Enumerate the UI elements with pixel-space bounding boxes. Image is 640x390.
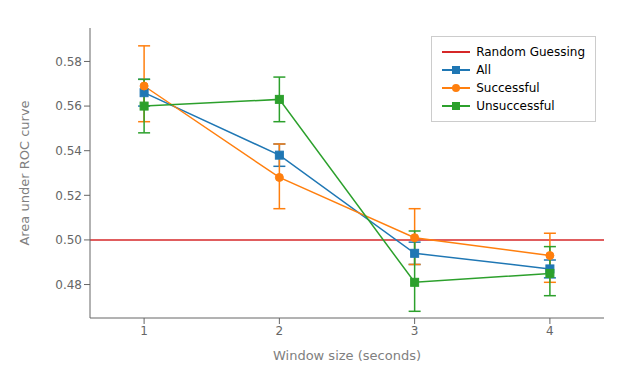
html-text:Random Guessing: Random Guessing xyxy=(476,45,585,59)
svg-text:3: 3 xyxy=(411,324,419,338)
html-text:Successful: Successful xyxy=(476,81,540,95)
svg-text:Area under ROC curve: Area under ROC curve xyxy=(17,100,32,245)
svg-text:0.50: 0.50 xyxy=(55,233,82,247)
html-text:All: All xyxy=(476,63,491,77)
svg-text:0.56: 0.56 xyxy=(55,99,82,113)
html-text:Unsuccessful: Unsuccessful xyxy=(476,99,555,113)
svg-text:0.58: 0.58 xyxy=(55,55,82,69)
svg-text:0.48: 0.48 xyxy=(55,278,82,292)
svg-text:0.54: 0.54 xyxy=(55,144,82,158)
svg-text:4: 4 xyxy=(546,324,554,338)
svg-text:Window size (seconds): Window size (seconds) xyxy=(273,348,421,363)
svg-text:2: 2 xyxy=(276,324,284,338)
svg-text:0.52: 0.52 xyxy=(55,189,82,203)
svg-text:1: 1 xyxy=(140,324,148,338)
